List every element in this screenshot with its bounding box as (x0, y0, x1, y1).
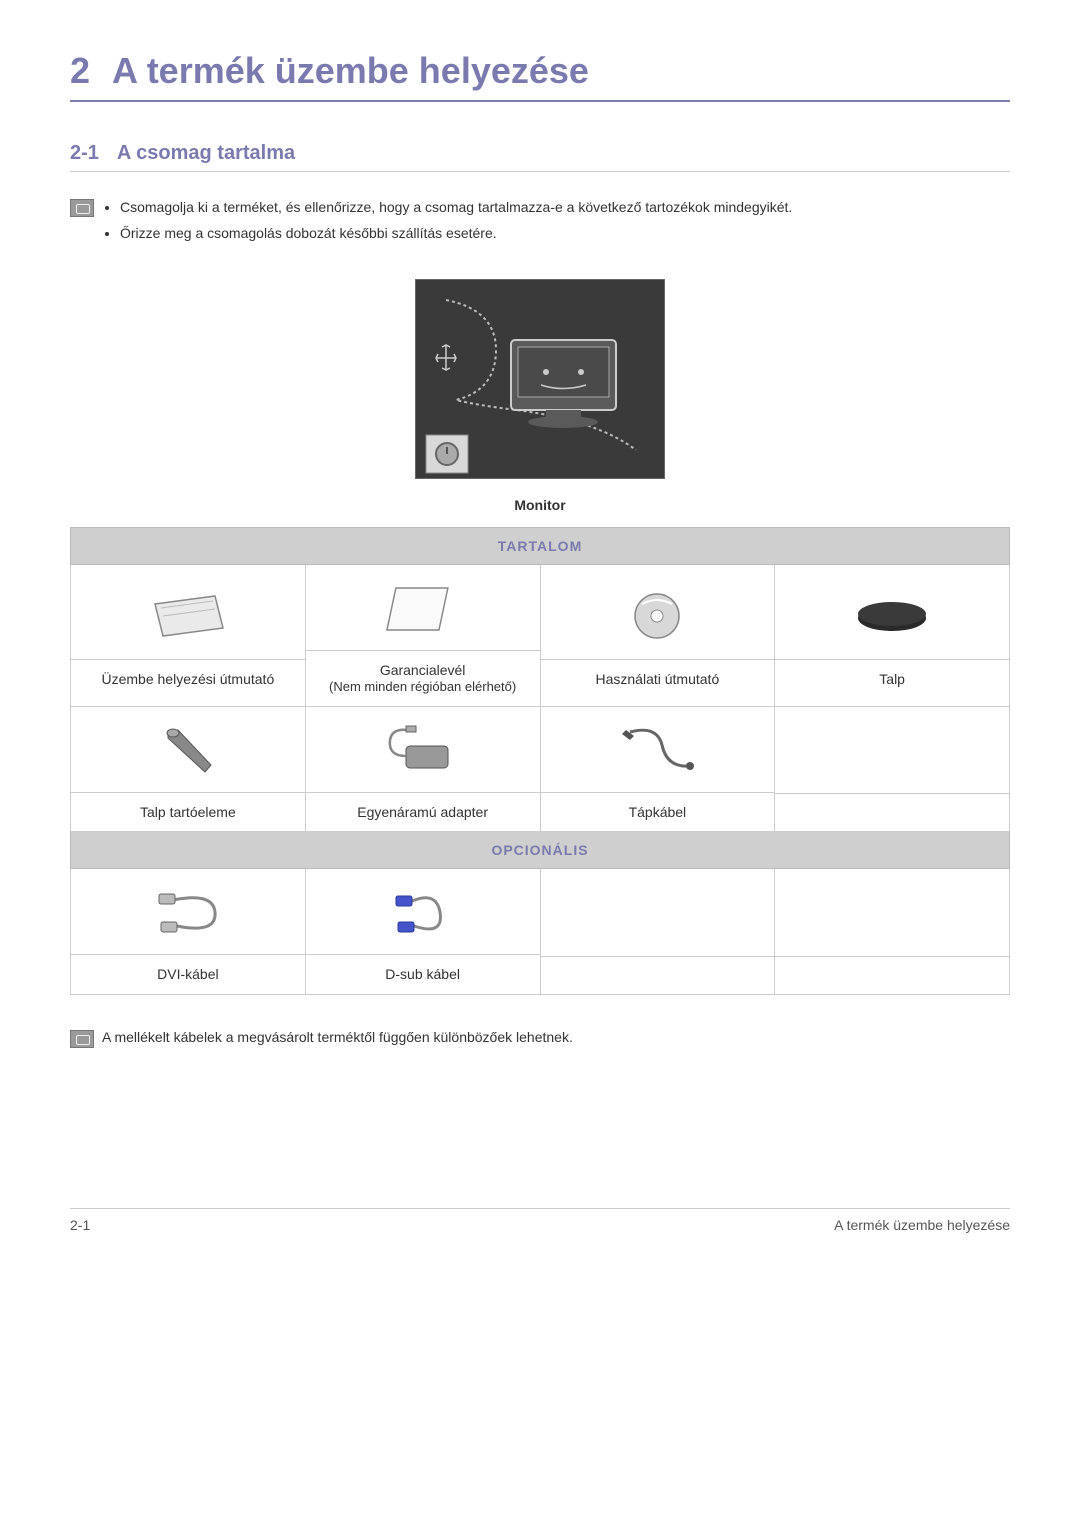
monitor-label: Monitor (514, 497, 565, 513)
cell-label: D-sub kábel (306, 955, 540, 993)
chapter-title: A termék üzembe helyezése (112, 50, 589, 92)
empty-cell (775, 871, 1009, 957)
cell-label: Üzembe helyezési útmutató (71, 660, 305, 698)
section-header: 2-1 A csomag tartalma (70, 142, 1010, 172)
dvi-cable-icon (71, 869, 305, 955)
cell-label (775, 957, 1009, 993)
cell-label: Talp (775, 660, 1009, 698)
dsub-cable-icon (306, 869, 540, 955)
base-icon (775, 574, 1009, 660)
note-item: Csomagolja ki a terméket, és ellenőrizze… (120, 198, 792, 218)
footer-right: A termék üzembe helyezése (834, 1217, 1010, 1233)
monitor-image (415, 279, 665, 479)
section-number: 2-1 (70, 142, 99, 165)
cell-label: Tápkábel (541, 793, 775, 831)
note-item: Őrizze meg a csomagolás dobozát későbbi … (120, 224, 792, 244)
cd-icon (541, 574, 775, 660)
cell-label (775, 794, 1009, 830)
note-icon (70, 1030, 94, 1048)
stand-neck-icon (71, 707, 305, 793)
cell-label: DVI-kábel (71, 955, 305, 993)
empty-cell (775, 708, 1009, 794)
cell-label: Egyenáramú adapter (306, 793, 540, 831)
monitor-figure: Monitor (70, 279, 1010, 513)
footnote-text: A mellékelt kábelek a megvásárolt termék… (102, 1029, 573, 1045)
chapter-header: 2 A termék üzembe helyezése (70, 50, 1010, 102)
cell-label: Talp tartóeleme (71, 793, 305, 831)
table-header-optional: OPCIONÁLIS (71, 832, 1010, 869)
chapter-number: 2 (70, 50, 90, 92)
warranty-icon (306, 565, 540, 651)
contents-table: TARTALOM Üzembe helyezési útmutató Garan… (70, 527, 1010, 994)
empty-cell (541, 871, 775, 957)
note-icon (70, 199, 94, 217)
cell-label: Garancialevél (Nem minden régióban elérh… (306, 651, 540, 706)
table-row: DVI-kábel D-sub kábel (71, 869, 1010, 994)
table-row: Talp tartóeleme Egyenáramú adapter Tápká… (71, 707, 1010, 832)
cell-main: Garancialevél (380, 661, 466, 679)
power-cable-icon (541, 707, 775, 793)
note-block: Csomagolja ki a terméket, és ellenőrizze… (70, 198, 1010, 249)
footnote-block: A mellékelt kábelek a megvásárolt termék… (70, 1029, 1010, 1048)
section-title: A csomag tartalma (117, 142, 295, 165)
table-header-contents: TARTALOM (71, 528, 1010, 565)
page-footer: 2-1 A termék üzembe helyezése (70, 1208, 1010, 1233)
cell-sub: (Nem minden régióban elérhető) (329, 679, 516, 696)
cell-label: Használati útmutató (541, 660, 775, 698)
cell-label (541, 957, 775, 993)
note-list: Csomagolja ki a terméket, és ellenőrizze… (102, 198, 792, 249)
table-row: Üzembe helyezési útmutató Garancialevél … (71, 565, 1010, 707)
footer-left: 2-1 (70, 1217, 90, 1233)
adapter-icon (306, 707, 540, 793)
guide-icon (71, 574, 305, 660)
